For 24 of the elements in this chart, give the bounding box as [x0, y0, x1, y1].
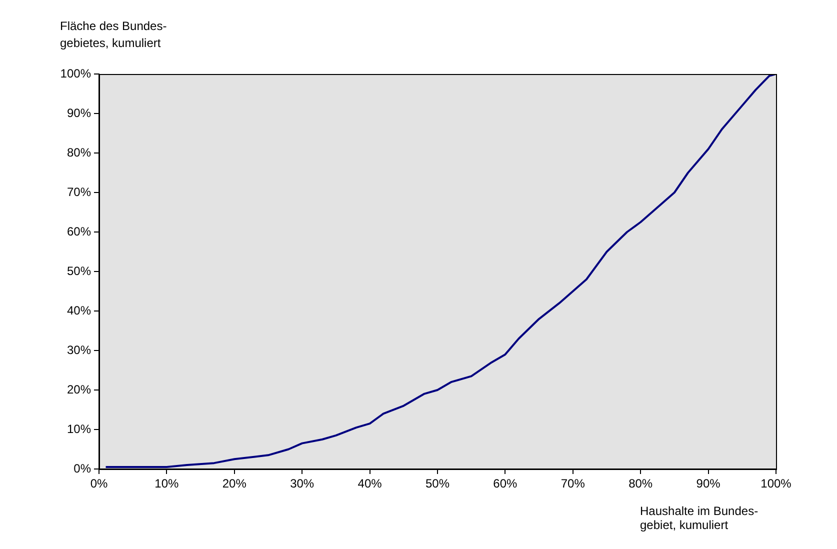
x-tick-label: 80%: [628, 476, 653, 491]
x-tick-label: 20%: [222, 476, 247, 491]
y-tick-label: 0%: [74, 461, 92, 476]
x-tick-label: 90%: [696, 476, 721, 491]
x-tick-label: 100%: [760, 476, 792, 491]
x-tick-label: 0%: [90, 476, 108, 491]
y-tick-label: 80%: [66, 145, 92, 160]
y-tick-label: 30%: [66, 342, 92, 357]
x-tick-label: 40%: [358, 476, 382, 491]
x-tick-label: 70%: [560, 476, 586, 491]
y-tick-label: 70%: [66, 184, 92, 199]
y-tick-label: 50%: [66, 264, 92, 278]
x-tick-label: 10%: [154, 476, 180, 491]
x-tick-label: 30%: [290, 476, 314, 491]
y-tick-label: 90%: [66, 106, 92, 120]
x-tick-label: 50%: [425, 476, 450, 491]
y-tick-label: 10%: [66, 422, 92, 436]
y-tick-label: 40%: [66, 303, 92, 318]
y-axis-title: Fläche des Bundes- gebietes, kumuliert: [60, 19, 167, 50]
y-tick-label: 20%: [66, 382, 92, 396]
y-tick-label: 60%: [66, 224, 92, 238]
y-tick-label: 100%: [60, 66, 92, 80]
x-axis-title: Haushalte im Bundes- gebiet, kumuliert: [640, 504, 758, 532]
x-tick-label: 60%: [493, 476, 518, 491]
